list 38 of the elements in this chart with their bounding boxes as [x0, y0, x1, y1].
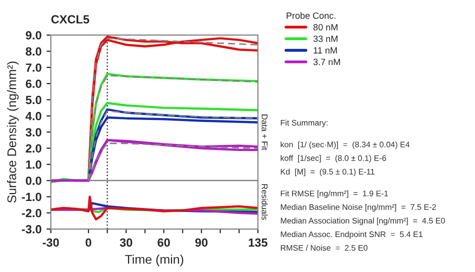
legend-label: 11 nM [314, 47, 337, 54]
chart-title: CXCL5 [51, 15, 90, 24]
text: koff [1/sec] = (8.0 ± 0.1) E-6 [280, 155, 386, 163]
y-tick-label: 6.0 [26, 80, 42, 88]
text: kon [1/ (sec·M)] = (8.34 ± 0.04) E4 [280, 141, 410, 149]
x-axis-title: Time (min) [125, 254, 184, 266]
y-tick-label: 4.0 [26, 112, 42, 120]
text: RMSE / Noise = 2.5 E0 [280, 244, 368, 251]
legend-label: 3.7 nM [313, 58, 340, 66]
text: Fit RMSE [ng/mm²] = 1.9 E-1 [280, 190, 388, 198]
legend-label: 33 nM [313, 36, 338, 42]
y-tick-label: -2.0 [22, 208, 42, 218]
y-tick-label: 2.0 [26, 144, 42, 153]
x-tick-label: 30 [120, 238, 132, 247]
y-tick-label: 9.0 [26, 31, 42, 40]
text: Residuals [262, 184, 268, 220]
y-tick-label: 0.0 [26, 176, 42, 185]
y-tick-label: -3.0 [22, 225, 42, 234]
y-tick-label: 3.0 [26, 128, 42, 136]
y-axis-title: Surface Density (ng/mm²) [7, 62, 19, 203]
y-tick-label: -1.0 [22, 192, 42, 202]
y-tick-label: 8.0 [26, 47, 42, 56]
y-tick-label: 5.0 [26, 96, 42, 104]
x-tick-label: 60 [158, 238, 170, 247]
x-tick-label: 0 [86, 238, 92, 247]
legend-label: 80 nM [313, 24, 338, 30]
text: Fit Summary: [280, 120, 328, 128]
y-tick-label: 7.0 [26, 63, 42, 72]
text: Median Assoc. Endpoint SNR = 5.4 E1 [280, 231, 422, 239]
text: Data + Fit [262, 114, 268, 150]
legend-title: Probe Conc. [286, 12, 336, 19]
x-tick-label: 90 [195, 238, 208, 247]
x-tick-label: 135 [248, 238, 268, 247]
y-tick-label: 1.0 [26, 160, 42, 169]
x-tick-label: -30 [42, 238, 59, 247]
text: Kd [M] = (9.5 ± 0.1) E-11 [280, 168, 374, 176]
text: Median Association Signal [ng/mm²] = 4.5 E0 [280, 218, 445, 226]
text: Median Baseline Noise [ng/mm²] = 7.5 E-2 [280, 204, 436, 212]
